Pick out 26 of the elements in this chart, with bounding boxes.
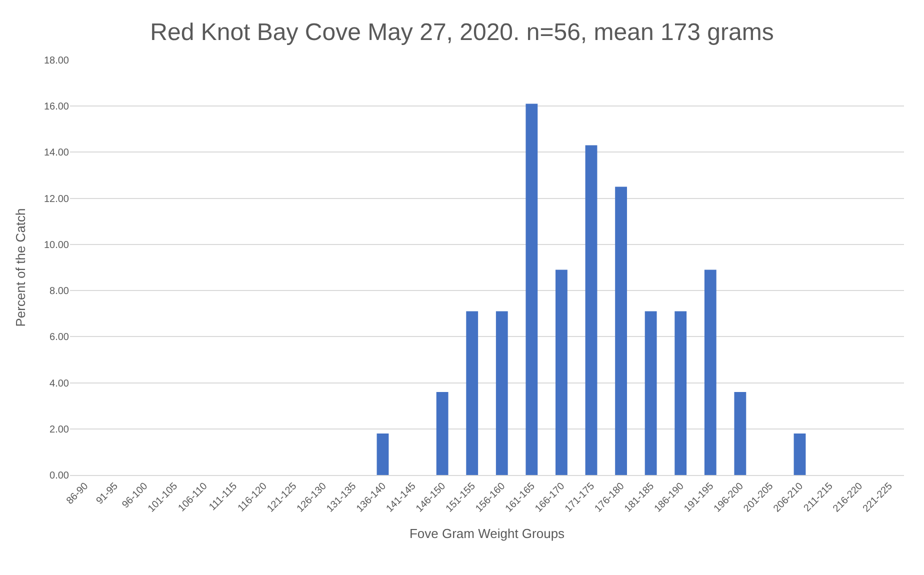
y-tick-label: 14.00: [44, 148, 70, 159]
y-tick-label: 16.00: [44, 102, 70, 113]
chart-title: Red Knot Bay Cove May 27, 2020. n=56, mean 173 grams: [150, 18, 774, 46]
y-tick-label: 0.00: [50, 470, 70, 482]
y-tick-label: 4.00: [50, 378, 70, 390]
bar: [496, 311, 508, 475]
y-tick-label: 18.00: [44, 56, 70, 66]
bar: [585, 145, 598, 475]
bar: [556, 270, 568, 475]
bar: [644, 311, 657, 475]
y-axis-title: Percent of the Catch: [12, 208, 28, 327]
y-tick-label: 8.00: [50, 286, 70, 298]
y-tick-label: 10.00: [44, 240, 70, 251]
x-axis-title: Fove Gram Weight Groups: [409, 526, 566, 542]
bar: [734, 392, 746, 475]
bar: [794, 434, 806, 475]
y-tick-label: 2.00: [50, 424, 70, 436]
bar: [436, 392, 448, 475]
bar: [376, 434, 389, 475]
bar: [704, 270, 716, 475]
y-tick-label: 6.00: [50, 332, 70, 344]
bar: [615, 186, 627, 475]
y-tick-label: 12.00: [44, 194, 70, 205]
bar: [466, 311, 478, 475]
bar: [674, 311, 687, 475]
bar: [526, 104, 538, 475]
